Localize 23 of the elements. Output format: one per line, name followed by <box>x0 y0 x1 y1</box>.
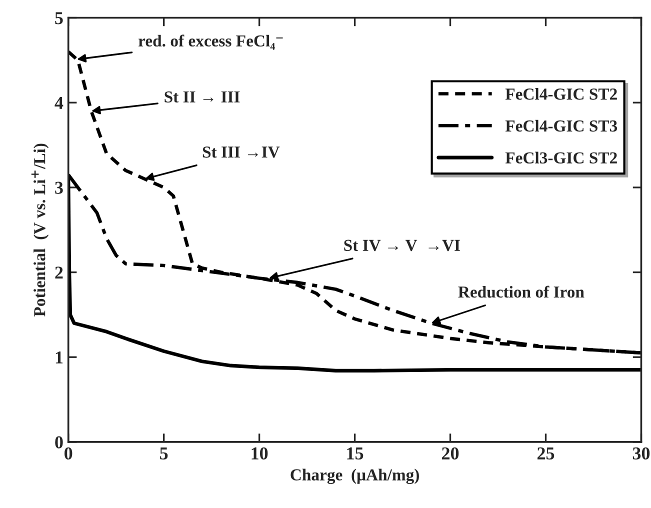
x-axis-title: Charge (μAh/mg) <box>290 468 419 484</box>
legend-label: FeCl3-GIC ST2 <box>505 152 617 164</box>
x-tick-label: 15 <box>347 447 364 460</box>
annotation: St III →IV <box>202 146 280 158</box>
annotation: red. of excess FeCl₄⁻ <box>138 34 283 50</box>
y-tick-label: 2 <box>55 266 63 279</box>
y-tick-label: 0 <box>55 436 63 448</box>
y-tick-label: 1 <box>56 351 63 364</box>
annotation: Reduction of Iron <box>458 286 584 298</box>
legend-label: FeCl4-GIC ST2 <box>505 88 617 100</box>
y-tick-label: 4 <box>54 96 64 109</box>
y-tick-label: 5 <box>55 12 63 24</box>
x-tick-label: 30 <box>632 447 650 460</box>
annotation: St IV → V →VI <box>344 240 460 252</box>
y-tick-label: 3 <box>55 182 63 194</box>
x-tick-label: 0 <box>64 447 72 460</box>
x-tick-label: 20 <box>442 447 459 460</box>
legend-label: FeCl4-GIC ST3 <box>505 120 618 132</box>
x-tick-label: 5 <box>160 448 168 460</box>
x-tick-label: 25 <box>537 447 554 460</box>
annotation: St II → III <box>164 91 240 103</box>
x-tick-label: 10 <box>252 447 268 460</box>
y-axis-title: Potiential (V vs. Li$^{+}$/Li) <box>31 144 49 317</box>
